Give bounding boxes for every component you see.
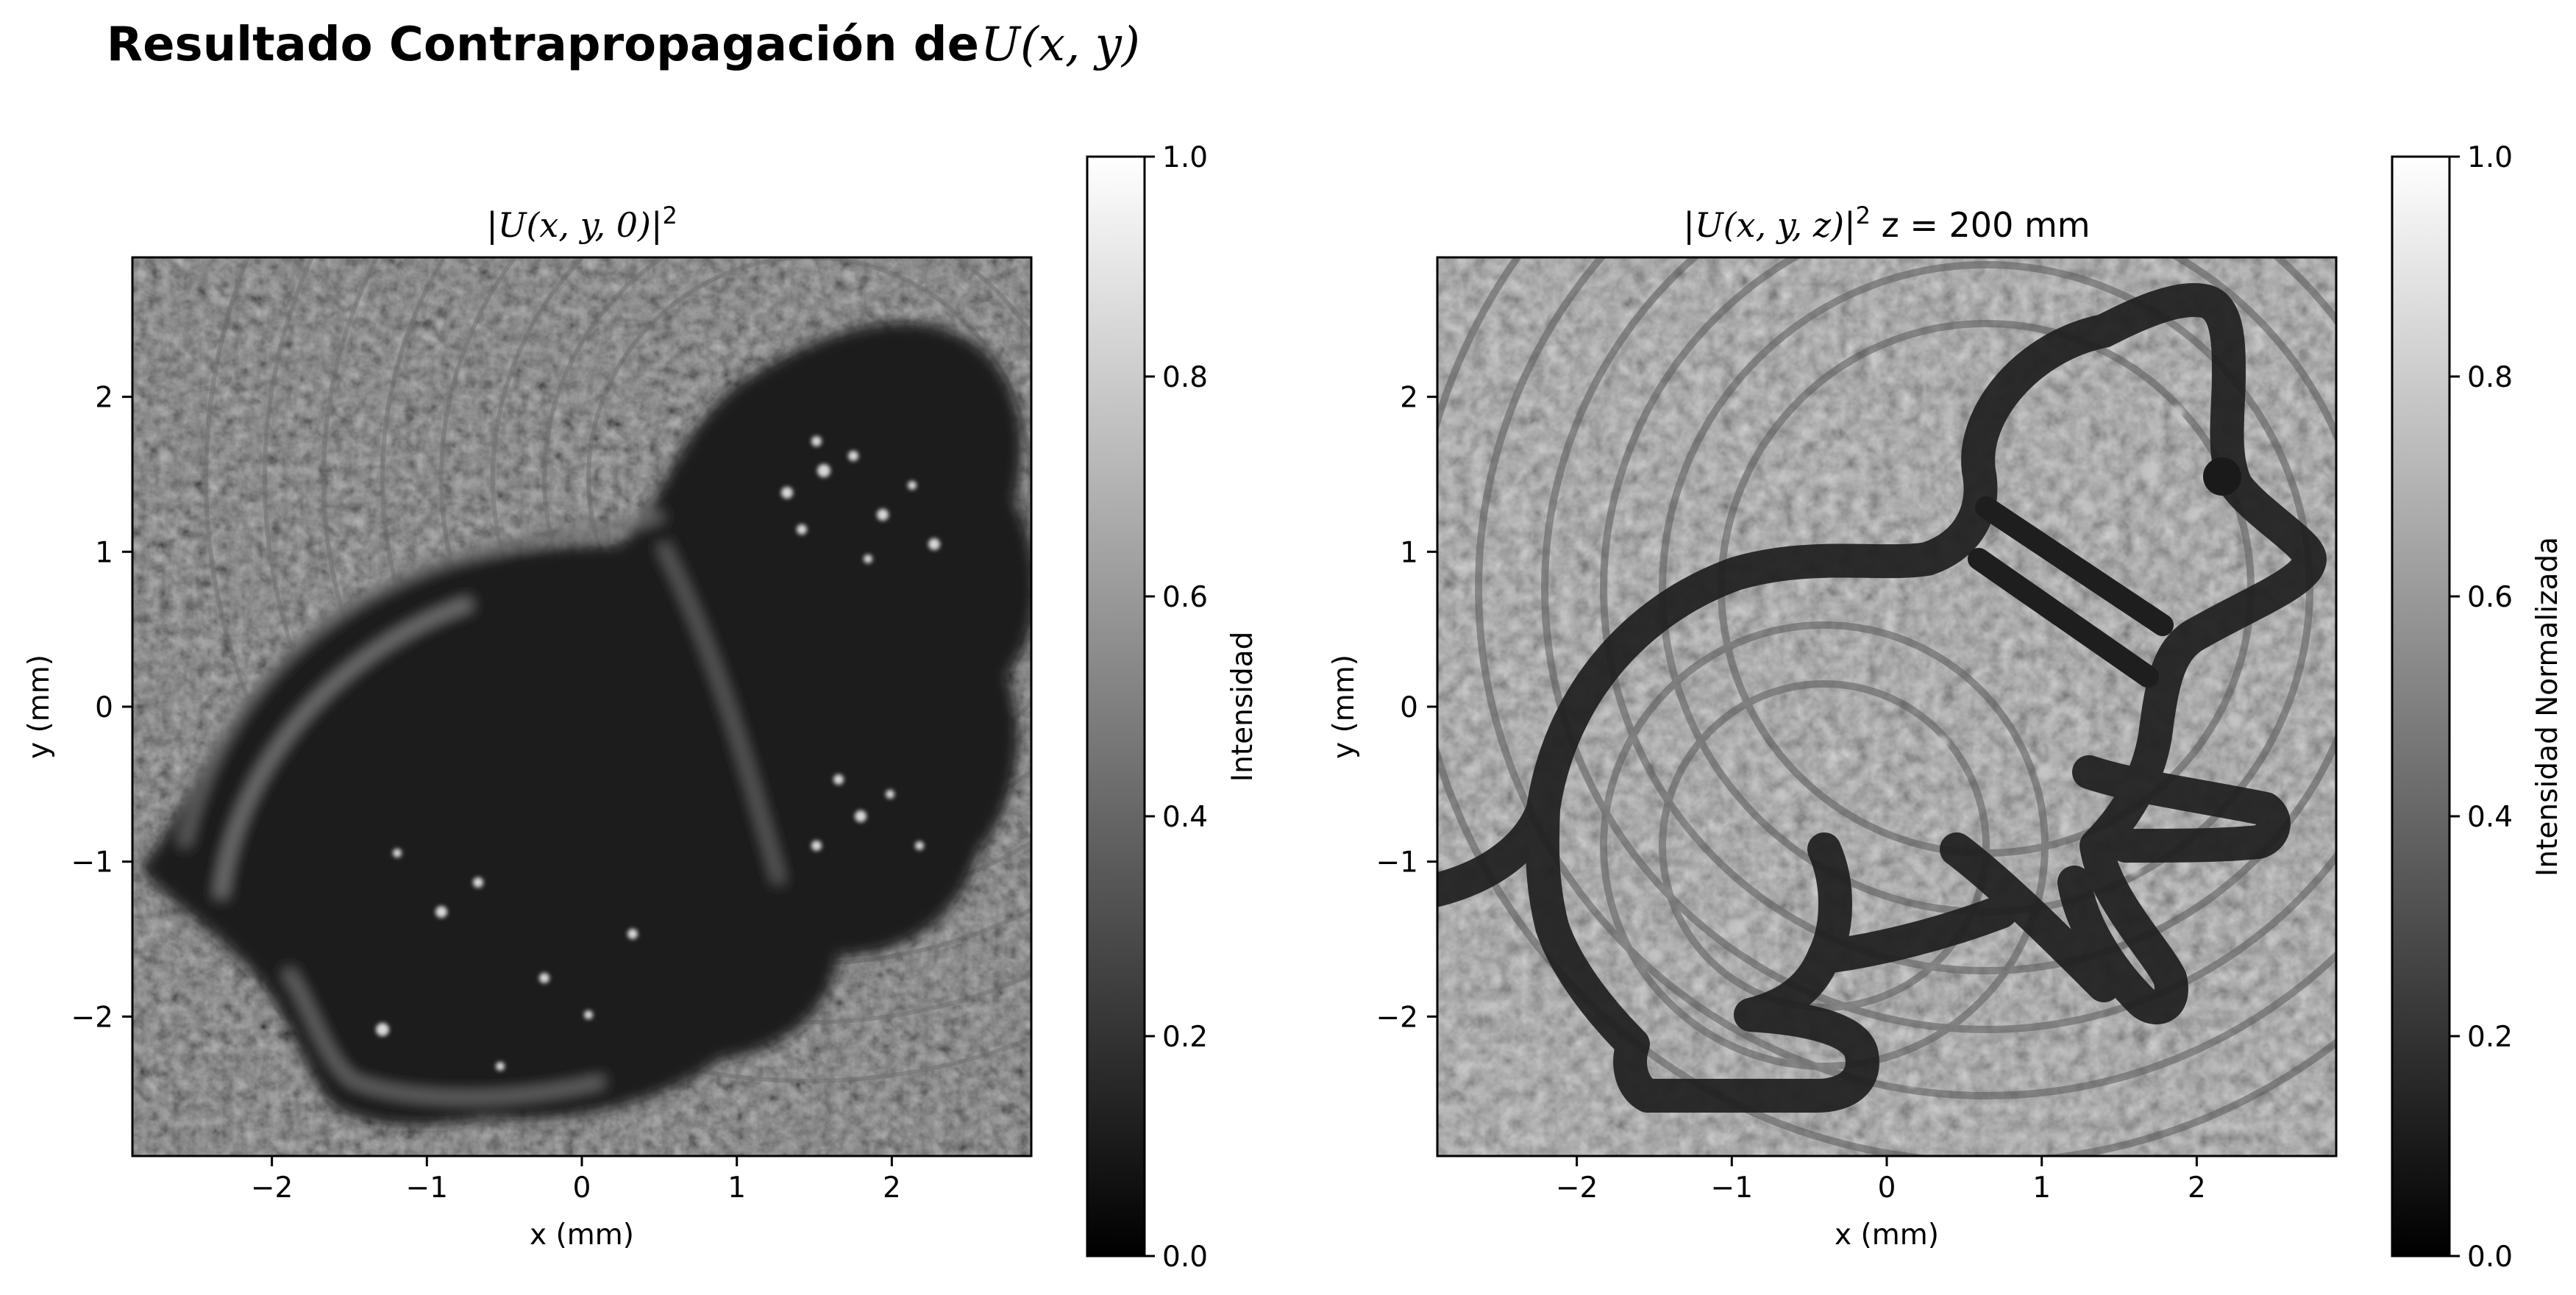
colorbar-tick-label: 0.4: [2467, 801, 2513, 834]
x-tick-label: −2: [1556, 1171, 1598, 1205]
x-tick-label: 1: [2032, 1171, 2051, 1205]
colorbar-tick-label: 0.4: [1162, 801, 1208, 834]
x-tick-label: −2: [251, 1171, 293, 1205]
x-tick-label: 0: [1878, 1171, 1896, 1205]
y-axis-label-left: y (mm): [23, 654, 56, 759]
y-tick-label: −2: [1376, 1001, 1419, 1034]
x-axis-right: −2 −1 0 1 2 x (mm): [1556, 1156, 2206, 1252]
cat-collar: [1968, 496, 2174, 688]
x-tick-label: −1: [406, 1171, 449, 1205]
x-tick-label: −1: [1711, 1171, 1754, 1205]
blurred-cat-shape: [140, 322, 1031, 1125]
panel-right: |U(x, y, z)|2 z = 200 mm −2 −1 0 1 2 x (mm) …: [1328, 141, 2564, 1274]
speckle-highlights-left: [376, 436, 940, 1071]
colorbar-tick-label: 0.6: [1162, 581, 1208, 614]
y-tick-label: −1: [1376, 846, 1419, 880]
y-axis-left: −2 −1 0 1 2 y (mm): [23, 382, 132, 1034]
y-tick-label: −1: [71, 846, 114, 880]
colorbar-tick-label: 0.6: [2467, 581, 2513, 614]
colorbar-right: 0.0 0.2 0.4 0.6 0.8 1.0 Intensidad Normalizad…: [2391, 141, 2564, 1274]
colorbar-left: 0.0 0.2 0.4 0.6 0.8 1.0 Intensidad: [1086, 141, 1259, 1274]
colorbar-tick-label: 0.2: [2467, 1021, 2513, 1054]
y-axis-right: −2 −1 0 1 2 y (mm): [1328, 382, 1437, 1034]
y-tick-label: −2: [71, 1001, 114, 1034]
y-axis-label-right: y (mm): [1328, 654, 1361, 759]
colorbar-tick-label: 0.2: [1162, 1021, 1208, 1054]
colorbar-left-gradient: [1087, 157, 1145, 1256]
colorbar-tick-label: 0.8: [1162, 361, 1208, 394]
panel-left-title: |U(x, y, 0)|2: [486, 201, 677, 246]
heatmap-left-image: [132, 257, 1031, 1156]
x-tick-label: 0: [573, 1171, 591, 1205]
heatmap-right-image: [1437, 257, 2336, 1156]
colorbar-tick-label: 0.8: [2467, 361, 2513, 394]
colorbar-tick-label: 0.0: [1162, 1241, 1208, 1274]
y-tick-label: 2: [1400, 382, 1418, 415]
x-tick-label: 2: [2188, 1171, 2206, 1205]
x-axis-label-left: x (mm): [530, 1219, 634, 1252]
figure-title-math: U(x, y): [981, 18, 1140, 72]
x-axis-label-right: x (mm): [1835, 1219, 1939, 1252]
x-tick-label: 2: [883, 1171, 901, 1205]
colorbar-left-label: Intensidad: [1226, 632, 1259, 782]
colorbar-tick-label: 1.0: [2467, 141, 2513, 174]
y-tick-label: 0: [1400, 691, 1418, 724]
x-tick-label: 1: [727, 1171, 746, 1205]
y-tick-label: 0: [95, 691, 113, 724]
y-tick-label: 1: [95, 536, 113, 569]
y-tick-label: 2: [95, 382, 113, 415]
cat-eye: [2203, 457, 2241, 496]
colorbar-tick-label: 1.0: [1162, 141, 1208, 174]
x-axis-left: −2 −1 0 1 2 x (mm): [251, 1156, 901, 1252]
panel-right-title: |U(x, y, z)|2 z = 200 mm: [1683, 201, 2090, 246]
panel-left: |U(x, y, 0)|2 −2 −1 0 1 2 x (mm) −2 −1 0 1 2 y (…: [23, 141, 1259, 1274]
figure-title-text: Resultado Contrapropagación de: [107, 18, 979, 72]
colorbar-right-label: Intensidad Normalizada: [2531, 537, 2564, 877]
y-tick-label: 1: [1400, 536, 1418, 569]
colorbar-right-gradient: [2392, 157, 2449, 1256]
colorbar-tick-label: 0.0: [2467, 1241, 2513, 1274]
